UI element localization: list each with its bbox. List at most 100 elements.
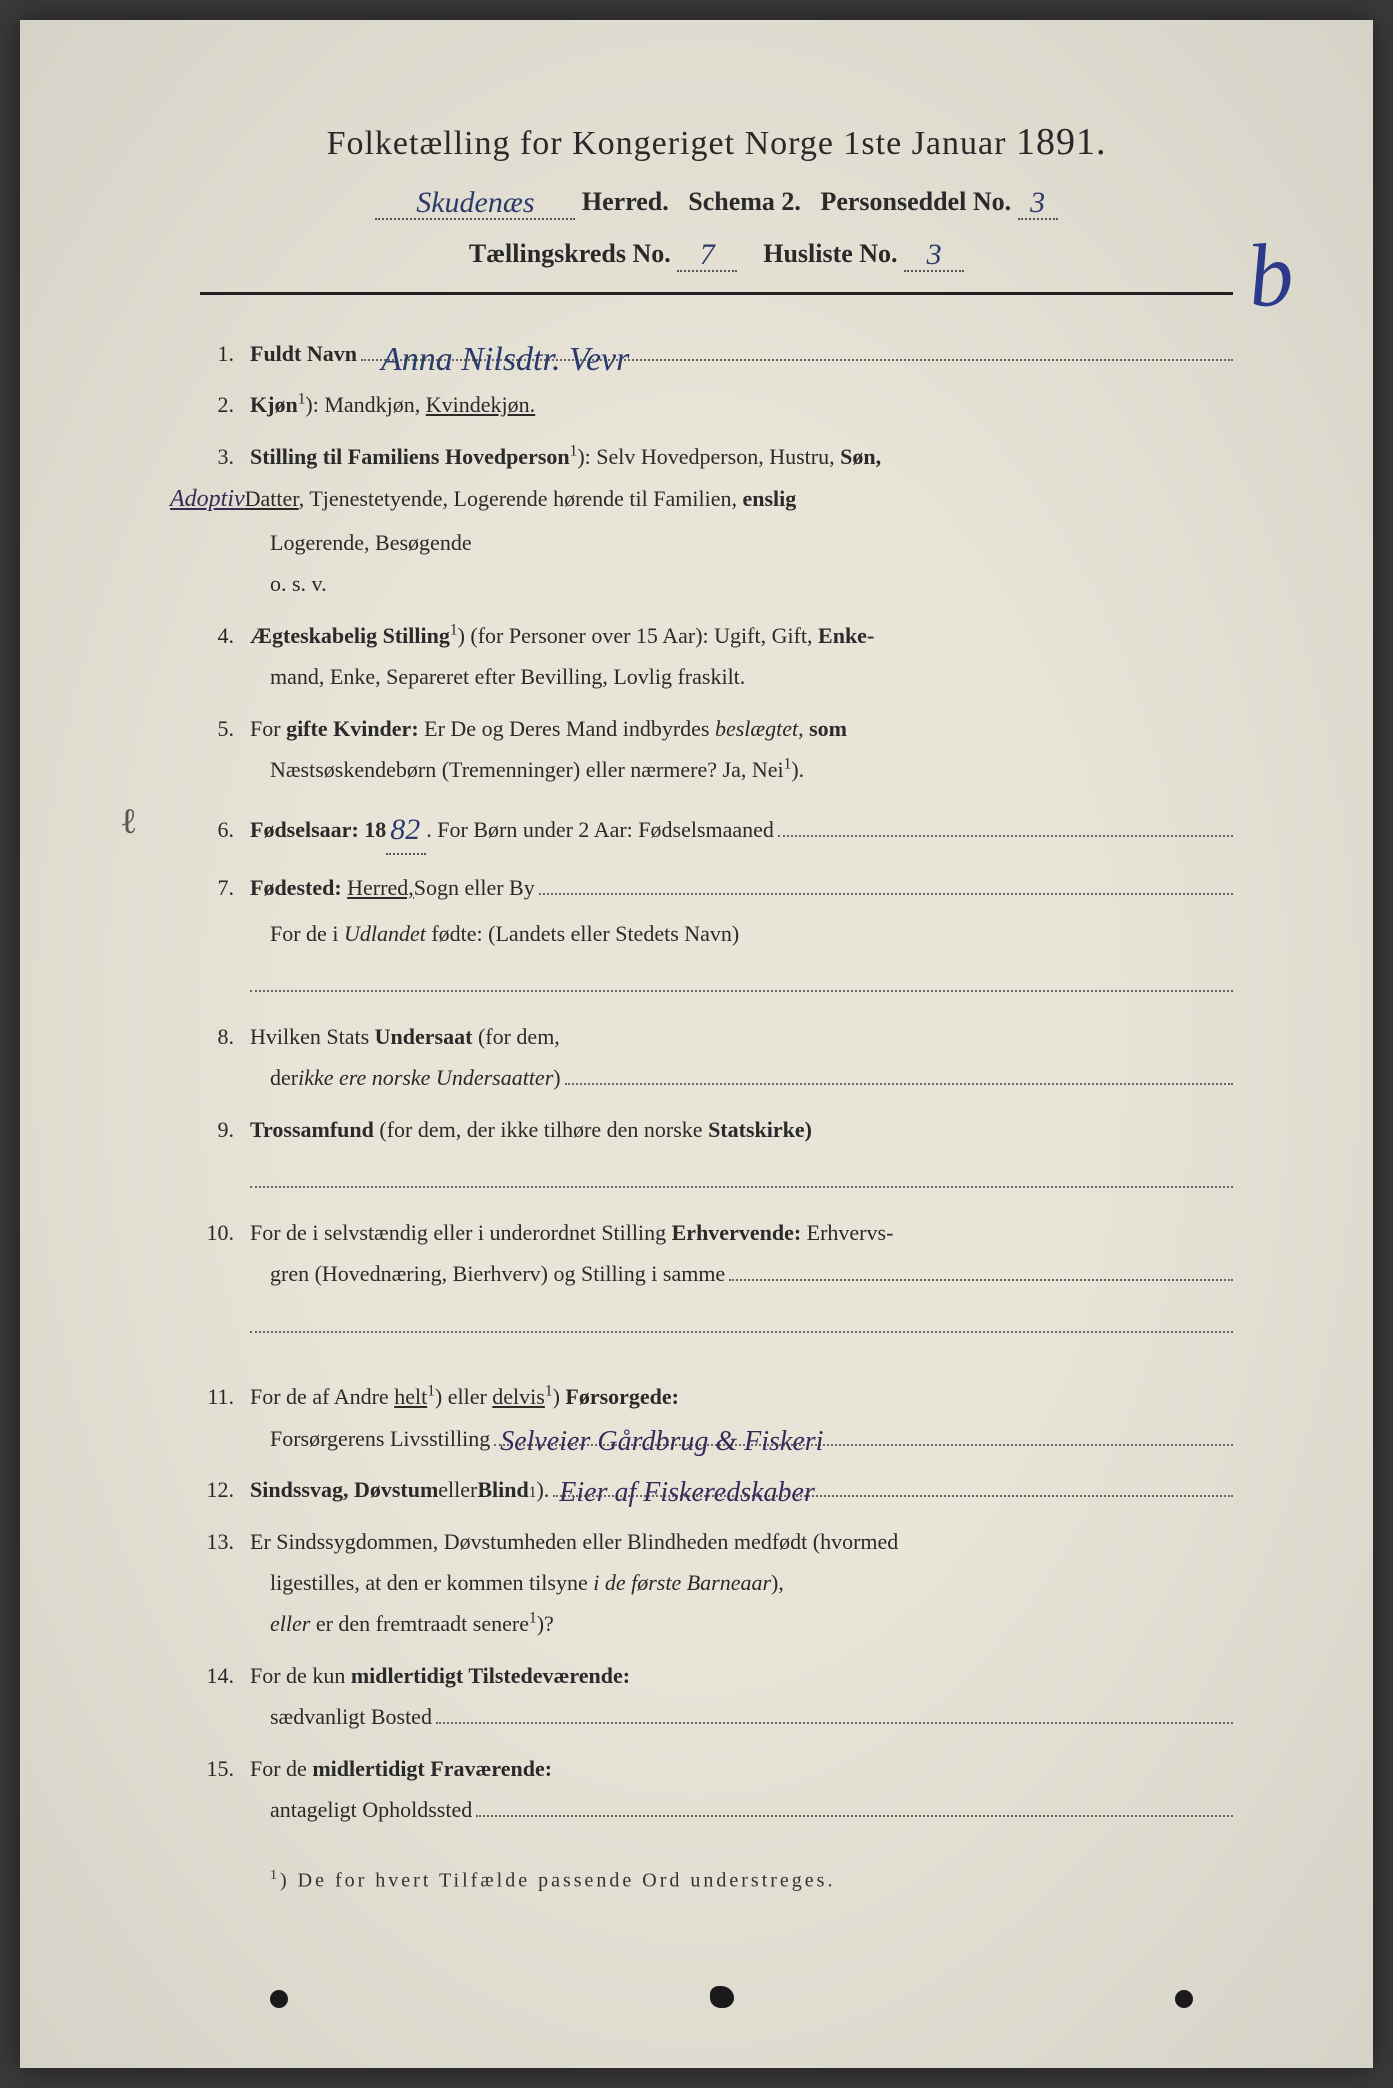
row-6: 6. Fødselsaar: 1882. For Børn under 2 Aa… (200, 802, 1233, 855)
row-12-num: 12. (200, 1471, 250, 1508)
punch-hole (710, 1986, 734, 2008)
row-4-num: 4. (200, 617, 250, 654)
subtitle-2: Tællingskreds No. 7 Husliste No. 3 (200, 236, 1233, 272)
title-text: Folketælling for Kongeriget Norge 1ste J… (327, 125, 1007, 162)
form-body: 1. Fuldt Navn Anna Nilsdtr. Vevr 2. Kjøn… (200, 335, 1233, 1828)
row-9-tail: (for dem, der ikke tilhøre den norske (374, 1117, 708, 1142)
row-12-hw: Eier af Fiskeredskaber (559, 1469, 815, 1517)
row-11-sup1: 1 (427, 1383, 435, 1400)
row-3-bold2: enslig (742, 486, 796, 511)
row-9: 9. Trossamfund (for dem, der ikke tilhør… (200, 1111, 1233, 1148)
subtitle-1: Skudenæs Herred. Schema 2. Personseddel … (200, 184, 1233, 220)
husliste-field: 3 (904, 236, 964, 272)
row-3-num: 3. (200, 438, 250, 475)
row-13-line3-tail: er den fremtraadt senere (310, 1611, 529, 1636)
row-5: 5. For gifte Kvinder: Er De og Deres Man… (200, 710, 1233, 747)
row-2-underlined: Kvindekjøn. (426, 392, 535, 417)
row-11-pre: For de af Andre (250, 1384, 394, 1409)
footnote-sup: 1 (270, 1868, 280, 1883)
row-14-pre: For de kun (250, 1663, 351, 1688)
row-8-bold: Undersaat (375, 1024, 473, 1049)
row-1-value: Anna Nilsdtr. Vevr (381, 331, 629, 389)
row-8-tail: (for dem, (472, 1024, 559, 1049)
row-7-num: 7. (200, 869, 250, 906)
row-14-num: 14. (200, 1657, 250, 1694)
row-9-bold: Trossamfund (250, 1117, 374, 1142)
row-5b: Næstsøskendebørn (Tremenninger) eller næ… (270, 751, 1233, 788)
row-8-num: 8. (200, 1018, 250, 1055)
row-10-line1: For de i selvstændig eller i underordnet… (250, 1220, 672, 1245)
row-3-label: Stilling til Familiens Hovedperson (250, 444, 570, 469)
row-7c (200, 966, 1233, 1004)
row-8-line2-ital: ikke ere norske Undersaatter (298, 1059, 553, 1096)
row-5-num: 5. (200, 710, 250, 747)
row-5-pre: For (250, 716, 286, 741)
row-1-field: Anna Nilsdtr. Vevr (361, 339, 1233, 361)
row-8-line2-pre: der (270, 1059, 298, 1096)
row-9-bold2: Statskirke) (708, 1117, 812, 1142)
row-11b: Forsørgerens LivsstillingSelveier Gårdbr… (270, 1420, 1233, 1457)
row-13-end: )? (537, 1611, 554, 1636)
row-10-bold: Erhvervende: (672, 1220, 802, 1245)
row-5-bold1: gifte Kvinder: (286, 716, 419, 741)
row-10-tail: Erhvervs- (801, 1220, 893, 1245)
row-3d: o. s. v. (270, 565, 1233, 602)
row-12-bold: Sindssvag, Døvstum (250, 1471, 438, 1508)
row-3-line4: o. s. v. (270, 565, 1233, 602)
row-9-field (250, 1162, 1233, 1188)
row-13-sup: 1 (529, 1610, 537, 1627)
kreds-field: 7 (677, 236, 737, 272)
row-6-label: Fødselsaar: 18 (250, 811, 386, 848)
row-11-field: Selveier Gårdbrug & Fiskeri (494, 1424, 1233, 1446)
herred-label: Herred. (582, 187, 669, 216)
row-3: 3. Stilling til Familiens Hovedperson1):… (200, 438, 1233, 475)
row-1-label: Fuldt Navn (250, 335, 357, 372)
row-11: 11. For de af Andre helt1) eller delvis1… (200, 1378, 1233, 1415)
row-8-line2-tail: ) (553, 1059, 560, 1096)
row-9-num: 9. (200, 1111, 250, 1148)
row-5-bold2: som (809, 716, 847, 741)
row-15-field (476, 1795, 1233, 1817)
row-10-num: 10. (200, 1214, 250, 1251)
row-6-month-field (778, 815, 1233, 837)
row-11-hw: Selveier Gårdbrug & Fiskeri (500, 1418, 823, 1466)
row-4-label: Ægteskabelig Stilling (250, 623, 450, 648)
row-13-line2-tail: ), (771, 1570, 784, 1595)
row-13b: ligestilles, at den er kommen tilsyne i … (270, 1564, 1233, 1601)
row-4-line2: mand, Enke, Separeret efter Bevilling, L… (270, 658, 1233, 695)
row-13: 13. Er Sindssygdommen, Døvstumheden elle… (200, 1523, 1233, 1560)
personseddel-field: 3 (1018, 184, 1058, 220)
row-4: 4. Ægteskabelig Stilling1) (for Personer… (200, 617, 1233, 654)
kreds-label: Tællingskreds No. (469, 239, 671, 268)
row-14: 14. For de kun midlertidigt Tilstedevære… (200, 1657, 1233, 1694)
row-15-num: 15. (200, 1750, 250, 1787)
row-14-bold: midlertidigt Tilstedeværende: (351, 1663, 630, 1688)
header-rule (200, 292, 1233, 295)
row-7-field (539, 873, 1233, 895)
row-3-prefix-hw: Adoptiv (170, 486, 245, 512)
row-8: 8. Hvilken Stats Undersaat (for dem, (200, 1018, 1233, 1055)
kreds-value: 7 (700, 238, 715, 271)
margin-mark-b: b (1244, 222, 1298, 329)
husliste-label: Husliste No. (763, 239, 897, 268)
row-11-bold: Førsorgede: (565, 1384, 679, 1409)
row-13-num: 13. (200, 1523, 250, 1560)
footnote-text: ) De for hvert Tilfælde passende Ord und… (280, 1870, 835, 1892)
row-3c: Logerende, Besøgende (270, 524, 1233, 561)
row-11-u1: helt (394, 1384, 427, 1409)
row-5-end: ). (791, 757, 804, 782)
row-2: 2. Kjøn1): Mandkjøn, Kvindekjøn. (200, 386, 1233, 423)
row-13-line3-ital: eller (270, 1611, 310, 1636)
row-7b: For de i Udlandet fødte: (Landets eller … (270, 915, 1233, 952)
row-13c: eller er den fremtraadt senere1)? (270, 1605, 1233, 1642)
row-11-tail: ) (553, 1384, 566, 1409)
row-6-year-field: 82 (386, 802, 426, 855)
row-11-mid: ) eller (435, 1384, 492, 1409)
row-14b: sædvanligt Bosted (270, 1698, 1233, 1735)
row-15-line2: antageligt Opholdssted (270, 1791, 472, 1828)
row-10-field (729, 1259, 1233, 1281)
title-year: 1891. (1016, 121, 1107, 163)
row-15: 15. For de midlertidigt Fraværende: (200, 1750, 1233, 1787)
row-6-num: 6. (200, 811, 250, 848)
row-10: 10. For de i selvstændig eller i underor… (200, 1214, 1233, 1251)
